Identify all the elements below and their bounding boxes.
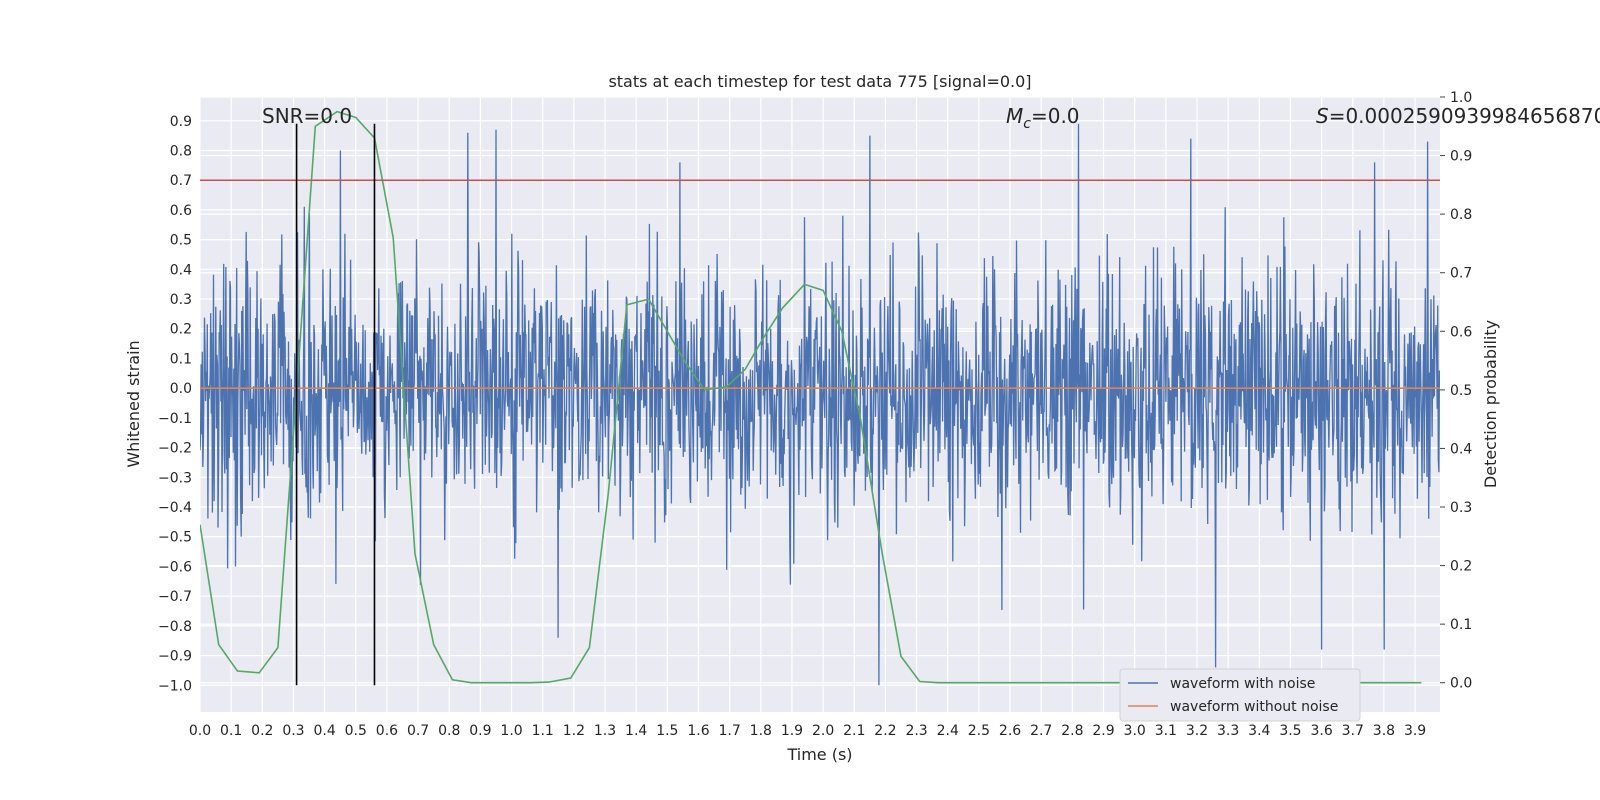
- x-tick-label: 1.4: [625, 723, 647, 739]
- x-tick-label: 3.1: [1155, 723, 1177, 739]
- y-tick-label: 0.5: [170, 233, 192, 249]
- x-tick-label: 2.8: [1061, 723, 1083, 739]
- x-tick-label: 0.0: [189, 723, 211, 739]
- y-tick-label: 0.4: [170, 262, 192, 278]
- x-tick-label: 0.8: [438, 723, 460, 739]
- x-tick-label: 2.9: [1092, 723, 1114, 739]
- y2-tick-label: 0.1: [1450, 617, 1472, 633]
- chirp-mass-subscript: c: [1023, 116, 1031, 132]
- x-tick-label: 3.4: [1248, 723, 1270, 739]
- x-tick-label: 3.3: [1217, 723, 1239, 739]
- y-tick-label: −0.7: [158, 589, 192, 605]
- legend: waveform with noise waveform without noi…: [1119, 668, 1361, 722]
- x-tick-label: 2.7: [1030, 723, 1052, 739]
- y-tick-label: −0.2: [158, 441, 192, 457]
- x-tick-label: 2.4: [937, 723, 959, 739]
- legend-box: [1119, 668, 1361, 722]
- y2-tick-label: 0.8: [1450, 207, 1472, 223]
- chirp-mass-symbol: M: [1006, 104, 1023, 128]
- x-tick-label: 1.9: [781, 723, 803, 739]
- chirp-mass-annotation: Mc=0.0: [1006, 104, 1080, 132]
- x-tick-label: 1.0: [500, 723, 522, 739]
- y2-tick-label: 0.7: [1450, 266, 1472, 282]
- y-tick-label: 0.3: [170, 292, 192, 308]
- x-tick-label: 0.6: [376, 723, 398, 739]
- y2-tick-label: 0.3: [1450, 500, 1472, 516]
- y-tick-label: 0.2: [170, 322, 192, 338]
- x-tick-label: 1.7: [719, 723, 741, 739]
- y-tick-label: 0.0: [170, 381, 192, 397]
- y-tick-label: 0.8: [170, 143, 192, 159]
- series-waveform-with-noise: [200, 123, 1440, 686]
- s-symbol: S: [1316, 104, 1329, 128]
- x-tick-label: 0.3: [282, 723, 304, 739]
- x-tick-label: 0.9: [469, 723, 491, 739]
- y-tick-label: −0.6: [158, 559, 192, 575]
- x-tick-label: 1.8: [750, 723, 772, 739]
- y2-tick-label: 0.9: [1450, 149, 1472, 165]
- y-tick-label: −1.0: [158, 678, 192, 694]
- x-tick-label: 1.5: [656, 723, 678, 739]
- x-tick-label: 2.3: [905, 723, 927, 739]
- x-tick-label: 0.5: [345, 723, 367, 739]
- x-tick-label: 3.0: [1124, 723, 1146, 739]
- s-annotation: S=0.00025909399846568704: [1316, 104, 1600, 128]
- snr-annotation: SNR=0.0: [262, 104, 352, 128]
- x-tick-label: 1.1: [532, 723, 554, 739]
- y-axis-ticks: 0.9 0.8 0.7 0.6 0.5 0.4 0.3 0.2 0.1 0.0 −0.1 −0.2 −0…: [158, 114, 192, 694]
- y2-tick-label: 0.4: [1450, 441, 1472, 457]
- x-tick-label: 2.6: [999, 723, 1021, 739]
- y-tick-label: −0.4: [158, 500, 192, 516]
- x-axis-ticks: 0.0 0.1 0.2 0.3 0.4 0.5 0.6 0.7 0.8 0.9 1.0 1.1 1.2 1…: [189, 723, 1426, 739]
- y2-tick-label: 0.6: [1450, 324, 1472, 340]
- y-tick-label: −0.9: [158, 649, 192, 665]
- y-axis-label: Whitened strain: [124, 340, 143, 467]
- x-axis-label: Time (s): [786, 745, 852, 764]
- y-tick-label: −0.3: [158, 470, 192, 486]
- x-tick-label: 0.1: [220, 723, 242, 739]
- x-tick-label: 0.7: [407, 723, 429, 739]
- x-tick-label: 2.5: [968, 723, 990, 739]
- y-tick-label: −0.1: [158, 411, 192, 427]
- y2-tick-label: 0.0: [1450, 676, 1472, 692]
- chart-title: stats at each timestep for test data 775…: [608, 72, 1031, 91]
- x-tick-label: 3.2: [1186, 723, 1208, 739]
- x-tick-label: 3.7: [1342, 723, 1364, 739]
- y-tick-label: 0.6: [170, 203, 192, 219]
- x-tick-label: 2.1: [843, 723, 865, 739]
- x-tick-label: 3.5: [1279, 723, 1301, 739]
- x-tick-label: 3.9: [1404, 723, 1426, 739]
- x-tick-label: 1.2: [563, 723, 585, 739]
- legend-label-clean: waveform without noise: [1170, 699, 1338, 715]
- s-value: =0.00025909399846568704: [1329, 104, 1600, 128]
- x-tick-label: 1.3: [594, 723, 616, 739]
- y-tick-label: 0.7: [170, 173, 192, 189]
- x-tick-label: 2.0: [812, 723, 834, 739]
- y-tick-label: −0.5: [158, 530, 192, 546]
- x-tick-label: 0.4: [313, 723, 335, 739]
- legend-label-noise: waveform with noise: [1170, 676, 1315, 692]
- y-tick-label: −0.8: [158, 619, 192, 635]
- x-tick-label: 3.6: [1310, 723, 1332, 739]
- y2-tick-label: 1.0: [1450, 90, 1472, 106]
- y-tick-label: 0.9: [170, 114, 192, 130]
- x-tick-label: 1.6: [687, 723, 709, 739]
- x-tick-label: 0.2: [251, 723, 273, 739]
- x-tick-label: 2.2: [874, 723, 896, 739]
- y2-tick-label: 0.2: [1450, 559, 1472, 575]
- y-tick-label: 0.1: [170, 351, 192, 367]
- y2-axis-ticks: 1.0 0.9 0.8 0.7 0.6 0.5 0.4 0.3 0.2 0.1 0.0: [1440, 90, 1472, 692]
- y2-axis-label: Detection probability: [1481, 320, 1500, 488]
- x-tick-label: 3.8: [1373, 723, 1395, 739]
- chirp-mass-value: =0.0: [1031, 104, 1080, 128]
- y2-tick-label: 0.5: [1450, 383, 1472, 399]
